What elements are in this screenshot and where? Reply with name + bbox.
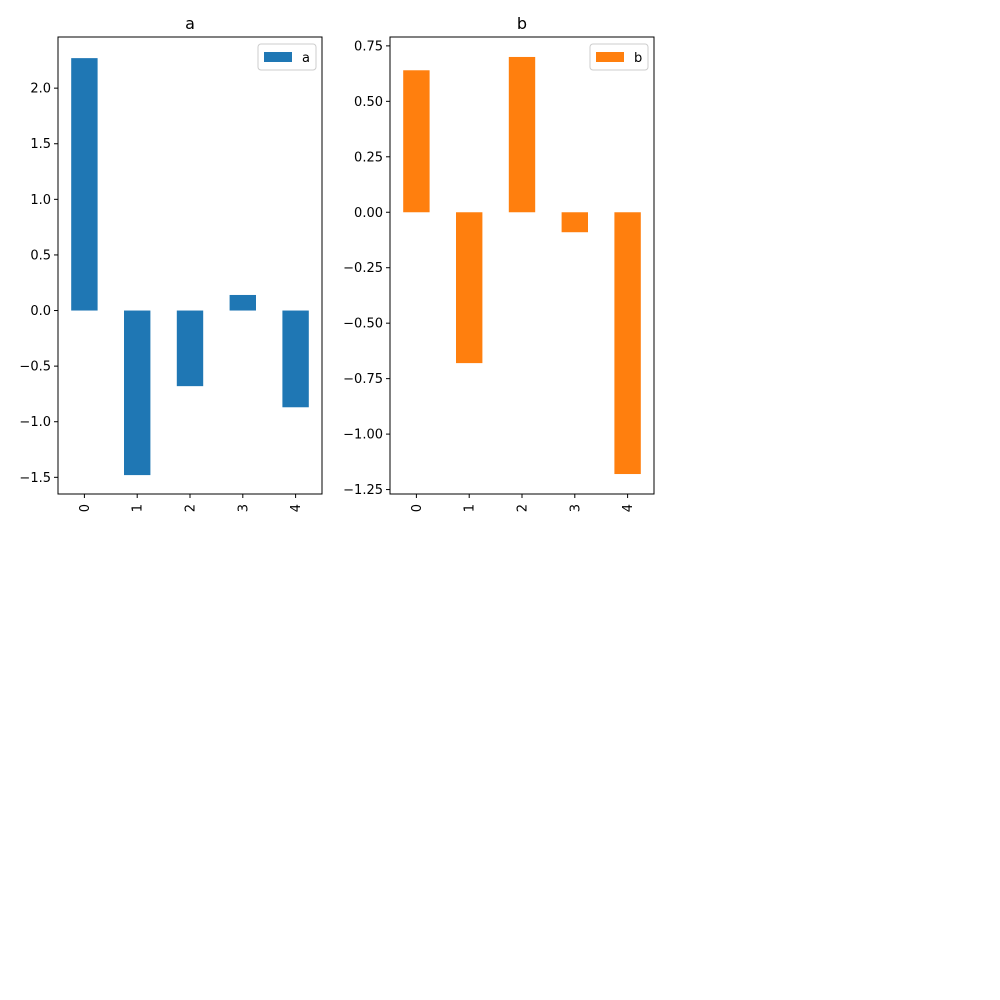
- x-tick-label: 1: [131, 504, 146, 512]
- legend-label: b: [634, 51, 642, 66]
- bar-1: [124, 310, 151, 476]
- bar-4: [614, 212, 641, 475]
- bar-2: [508, 56, 536, 213]
- y-tick-label: 0.0: [30, 304, 51, 319]
- y-tick-label: 0.75: [354, 39, 383, 54]
- x-tick-label: 3: [568, 504, 583, 512]
- panel-title: a: [185, 14, 195, 33]
- y-tick-label: −1.0: [19, 415, 51, 430]
- x-tick-label: 4: [289, 504, 304, 512]
- bar-1: [456, 212, 483, 364]
- x-tick-label: 2: [184, 504, 199, 512]
- x-tick-label: 0: [78, 504, 93, 512]
- x-tick-label: 2: [516, 504, 531, 512]
- panel-title: b: [517, 14, 527, 33]
- bar-2: [176, 310, 204, 387]
- subplot-b: b −1.25 −1.00 −0.75 −0.50 −0.25 0.00 0.25 0.50 0.…: [343, 14, 655, 512]
- y-tick-label: −0.5: [19, 360, 51, 375]
- bar-3: [229, 294, 256, 311]
- y-tick-label: 0.00: [354, 206, 383, 221]
- y-tick-label: −1.00: [343, 428, 383, 443]
- bar-0: [403, 70, 430, 213]
- y-tick-label: 0.25: [354, 150, 383, 165]
- y-tick-label: 1.5: [30, 137, 51, 152]
- x-tick-label: 3: [236, 504, 251, 512]
- y-tick-label: 2.0: [30, 82, 51, 97]
- y-tick-label: −0.50: [343, 317, 383, 332]
- y-tick-label: −1.25: [343, 483, 383, 498]
- x-tick-label: 1: [463, 504, 478, 512]
- legend: b: [589, 43, 649, 71]
- bar-3: [561, 212, 588, 233]
- x-tick-label: 4: [621, 504, 636, 512]
- x-tick-label: 0: [410, 504, 425, 512]
- legend-label: a: [302, 51, 310, 66]
- y-tick-label: −1.5: [19, 471, 51, 486]
- y-tick-label: −0.25: [343, 261, 383, 276]
- y-tick-label: 0.50: [354, 95, 383, 110]
- y-tick-label: 1.0: [30, 193, 51, 208]
- subplot-a: a −1.5 −1.0 −0.5 0.0 0.5 1.0 1.5 2.0 0 1 2 3 4 a: [19, 14, 323, 512]
- bar-4: [282, 310, 309, 408]
- legend-swatch: [596, 52, 624, 62]
- legend-swatch: [264, 52, 292, 62]
- y-tick-label: −0.75: [343, 372, 383, 387]
- bar-0: [71, 58, 98, 311]
- y-tick-label: 0.5: [30, 248, 51, 263]
- legend: a: [257, 43, 317, 71]
